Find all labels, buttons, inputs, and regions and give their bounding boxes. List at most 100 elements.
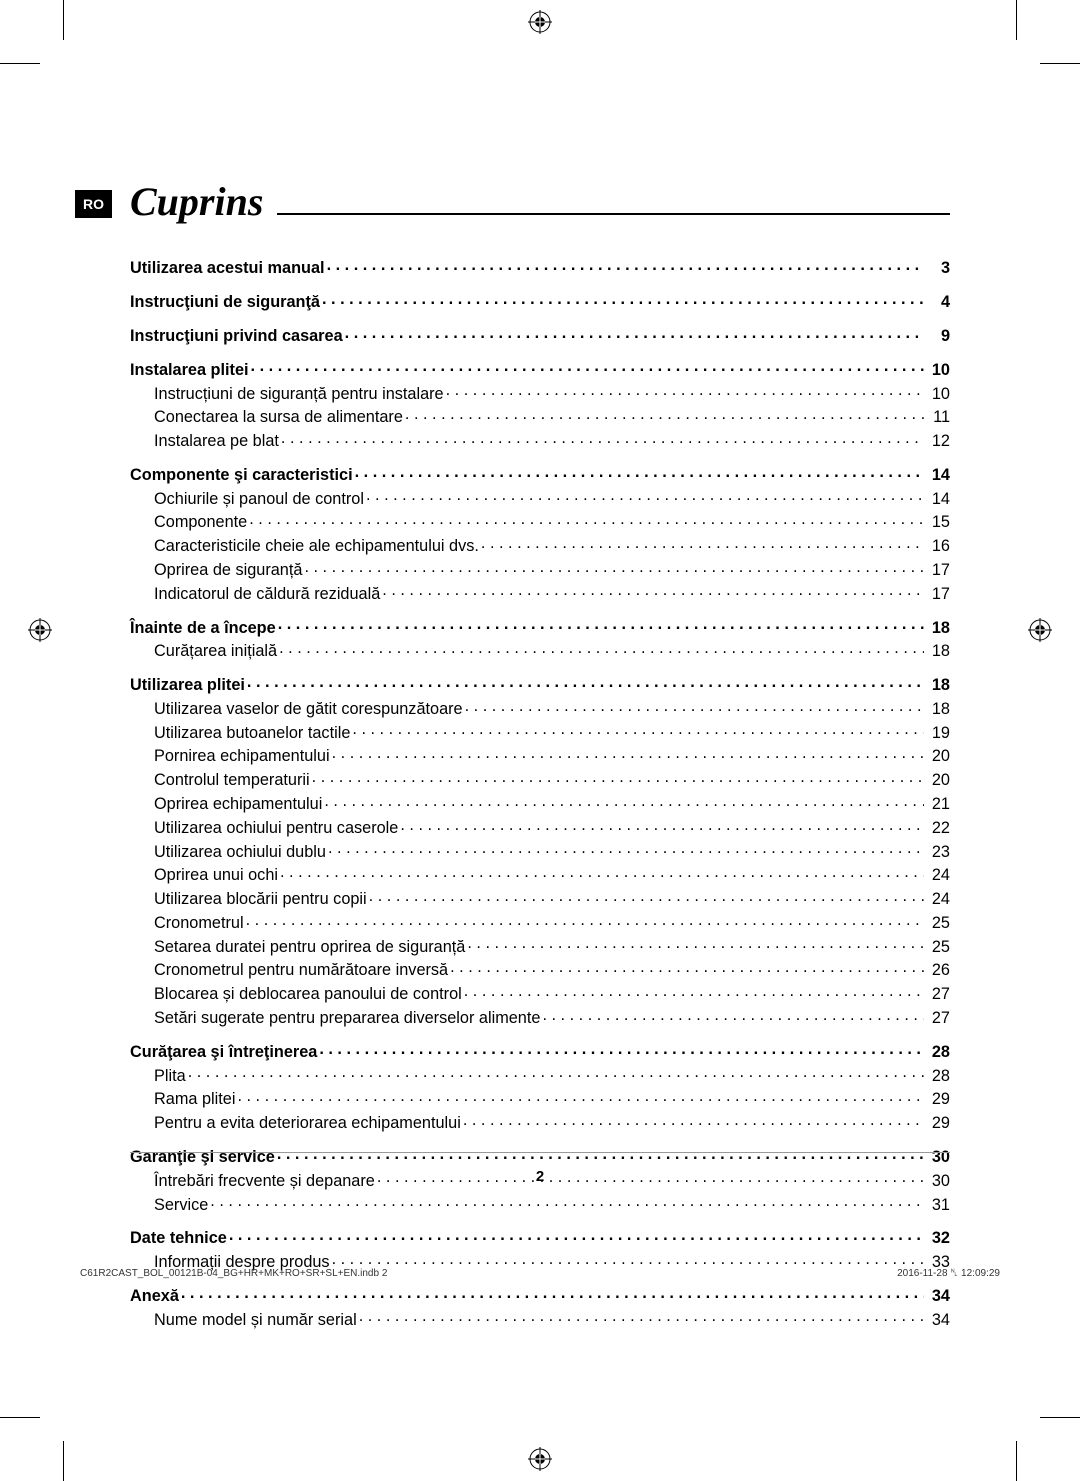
crop-mark [63, 1441, 64, 1481]
toc-label: Utilizarea ochiului pentru caserole [154, 820, 398, 836]
toc-label: Instrucţiuni privind casarea [130, 328, 343, 344]
footer-filename: C61R2CAST_BOL_00121B-04_BG+HR+MK+RO+SR+S… [80, 1268, 387, 1279]
toc-leader [279, 640, 924, 656]
toc-leader [400, 817, 924, 833]
toc-page: 9 [926, 328, 950, 344]
toc-row: Utilizarea ochiului dublu23 [130, 838, 950, 862]
crop-mark [1016, 1441, 1017, 1481]
toc-page: 20 [926, 772, 950, 788]
toc-page: 29 [926, 1091, 950, 1107]
toc-label: Oprirea de siguranță [154, 562, 302, 578]
title-row: Cuprins [130, 178, 950, 225]
toc-leader [332, 1251, 924, 1267]
toc-page: 29 [926, 1115, 950, 1131]
toc-row: Cronometrul pentru numărătoare inversă26 [130, 957, 950, 981]
toc-page: 18 [926, 643, 950, 659]
toc-row: Utilizarea vaselor de gătit corespunzăto… [130, 696, 950, 720]
toc-label: Oprirea unui ochi [154, 867, 278, 883]
toc-leader [237, 1088, 924, 1104]
toc-row: Controlul temperaturii 20 [130, 767, 950, 791]
toc-page: 4 [926, 294, 950, 310]
toc-label: Utilizarea butoanelor tactile [154, 725, 350, 741]
toc-row: Instrucțiuni de siguranță pentru instala… [130, 380, 950, 404]
footer-timestamp: 2016-11-28 ␤ 12:09:29 [897, 1268, 1000, 1279]
footer-rule [130, 1152, 950, 1153]
toc-row: Pentru a evita deteriorarea echipamentul… [130, 1110, 950, 1134]
toc-leader [542, 1007, 924, 1023]
crop-mark [0, 63, 40, 64]
registration-mark-icon [528, 1447, 552, 1471]
registration-mark-icon [28, 618, 52, 642]
toc-label: Cronometrul pentru numărătoare inversă [154, 962, 448, 978]
toc-row: Caracteristicile cheie ale echipamentulu… [130, 533, 950, 557]
toc-row: Instrucţiuni privind casarea 9 [130, 323, 950, 347]
toc-label: Controlul temperaturii [154, 772, 310, 788]
toc-label: Pentru a evita deteriorarea echipamentul… [154, 1115, 461, 1131]
toc-label: Utilizarea vaselor de gătit corespunzăto… [154, 701, 463, 717]
toc-leader [324, 793, 924, 809]
toc-leader [345, 325, 924, 341]
toc-leader [467, 935, 924, 951]
toc-page: 14 [926, 467, 950, 483]
toc-page: 18 [926, 701, 950, 717]
toc-label: Nume model și număr serial [154, 1312, 357, 1328]
toc-label: Caracteristicile cheie ale echipamentulu… [154, 538, 479, 554]
toc-leader [229, 1227, 924, 1243]
toc-page: 27 [926, 1010, 950, 1026]
page-number: 2 [0, 1168, 1080, 1185]
toc-row: Utilizarea blocării pentru copii24 [130, 886, 950, 910]
toc-label: Ochiurile și panoul de control [154, 491, 364, 507]
toc-page: 18 [926, 620, 950, 636]
toc-row: Utilizarea ochiului pentru caserole 22 [130, 814, 950, 838]
toc-label: Oprirea echipamentului [154, 796, 322, 812]
toc-label: Componente [154, 514, 247, 530]
toc-leader [304, 559, 924, 575]
crop-mark [1040, 1417, 1080, 1418]
toc-leader [328, 840, 924, 856]
toc-row: Instrucţiuni de siguranţă 4 [130, 289, 950, 313]
toc-label: Utilizarea plitei [130, 677, 245, 693]
toc-page: 20 [926, 748, 950, 764]
toc-row: Curățarea inițială18 [130, 638, 950, 662]
toc-row: Plita28 [130, 1062, 950, 1086]
toc-row: Service31 [130, 1191, 950, 1215]
toc-page: 21 [926, 796, 950, 812]
toc-page: 27 [926, 986, 950, 1002]
toc-label: Anexă [130, 1288, 179, 1304]
toc-page: 22 [926, 820, 950, 836]
toc-row: Instalarea pe blat12 [130, 428, 950, 452]
toc-leader [210, 1193, 924, 1209]
toc-leader [465, 698, 924, 714]
toc-label: Instrucţiuni de siguranţă [130, 294, 320, 310]
toc-row: Blocarea și deblocarea panoului de contr… [130, 981, 950, 1005]
toc-label: Înainte de a începe [130, 620, 276, 636]
toc-label: Conectarea la sursa de alimentare [154, 409, 403, 425]
toc-row: Ochiurile și panoul de control14 [130, 485, 950, 509]
toc-leader [450, 959, 924, 975]
toc-page: 24 [926, 891, 950, 907]
toc-row: Nume model și număr serial34 [130, 1306, 950, 1330]
toc-section: Curăţarea şi întreţinerea28Plita28Rama p… [130, 1038, 950, 1133]
toc-page: 24 [926, 867, 950, 883]
toc-page: 3 [926, 260, 950, 276]
toc-section: Instrucţiuni de siguranţă 4 [130, 289, 950, 313]
toc-label: Setarea duratei pentru oprirea de sigura… [154, 939, 465, 955]
toc-page: 15 [926, 514, 950, 530]
toc-page: 19 [926, 725, 950, 741]
toc-row: Înainte de a începe 18 [130, 614, 950, 638]
toc-section: Instrucţiuni privind casarea 9 [130, 323, 950, 347]
toc-leader [369, 888, 924, 904]
toc-leader [382, 582, 924, 598]
toc-leader [463, 1112, 924, 1128]
toc-row: Instalarea plitei10 [130, 356, 950, 380]
toc-leader [464, 983, 924, 999]
language-tab: RO [75, 190, 112, 218]
toc-leader [327, 257, 924, 273]
toc-row: Cronometrul25 [130, 910, 950, 934]
toc-page: 18 [926, 677, 950, 693]
toc-page: 10 [926, 386, 950, 402]
toc-row: Setarea duratei pentru oprirea de sigura… [130, 933, 950, 957]
toc-section: Componente şi caracteristici14Ochiurile … [130, 461, 950, 604]
toc-label: Pornirea echipamentului [154, 748, 330, 764]
toc-page: 11 [926, 409, 950, 425]
